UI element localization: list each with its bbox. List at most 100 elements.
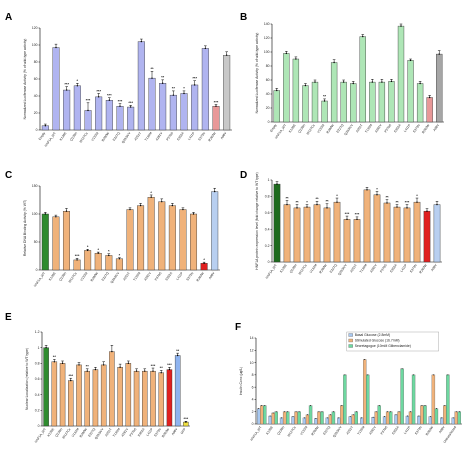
data-point bbox=[119, 366, 121, 368]
y-tick-label: 60 bbox=[34, 77, 38, 81]
y-axis-title: HNF1A protein expression level (fold cha… bbox=[255, 172, 259, 269]
data-point bbox=[326, 207, 328, 209]
x-tick-label: HNF1A_WT bbox=[265, 263, 278, 279]
significance-label: *** bbox=[405, 199, 410, 204]
bar bbox=[343, 374, 347, 425]
x-tick-label: E227Q bbox=[101, 271, 110, 282]
panel-f: F 0 2 4 6 8 10 12 14 Insulin Conc (μg/L) HNF1A_WT… bbox=[235, 322, 462, 444]
data-point bbox=[428, 96, 431, 99]
panel-e-axes: 0 0.2 0.4 0.6 0.8 1 1.2 Nuclear Localization (r… bbox=[25, 330, 190, 444]
bar bbox=[331, 411, 336, 425]
bar bbox=[180, 93, 188, 131]
y-tick-label: 100 bbox=[264, 50, 270, 54]
x-tick-label: L411P bbox=[145, 427, 153, 437]
bar bbox=[73, 259, 81, 271]
x-tick-label: W127Cx bbox=[79, 131, 90, 144]
x-tick-label: A98V bbox=[171, 427, 179, 436]
data-point bbox=[396, 206, 398, 208]
x-tick-label: Q130H bbox=[276, 425, 285, 436]
legend-entry: Stimulated Glucose (16.7mM) bbox=[355, 339, 400, 343]
x-tick-label: S373N bbox=[409, 263, 418, 274]
bar bbox=[311, 81, 319, 123]
x-tick-label: E227Q bbox=[87, 427, 96, 438]
significance-label: * bbox=[97, 247, 99, 252]
data-point bbox=[94, 368, 97, 371]
legend-entry: Secretagogue (10mM Glibenclamide) bbox=[355, 344, 411, 348]
bar bbox=[377, 405, 381, 425]
bar bbox=[142, 370, 148, 427]
data-point bbox=[269, 415, 271, 417]
data-point bbox=[390, 411, 392, 413]
data-point bbox=[176, 354, 179, 357]
bar bbox=[92, 369, 99, 427]
data-point bbox=[406, 415, 408, 417]
x-tick-label: K120E bbox=[265, 425, 274, 435]
bar bbox=[147, 196, 155, 271]
data-point bbox=[336, 201, 338, 203]
data-point bbox=[276, 183, 278, 185]
data-point bbox=[352, 414, 354, 416]
data-point bbox=[344, 374, 346, 376]
data-point bbox=[303, 417, 305, 419]
data-point bbox=[150, 196, 152, 198]
bar bbox=[446, 374, 450, 425]
x-tick-label: A281V bbox=[368, 425, 377, 436]
data-point bbox=[192, 213, 195, 215]
data-point bbox=[45, 346, 47, 349]
bar bbox=[302, 417, 307, 425]
legend-box bbox=[346, 331, 439, 352]
bar bbox=[454, 411, 458, 425]
y-tick-label: 80 bbox=[34, 60, 38, 64]
y-tick-label: 140 bbox=[264, 22, 270, 26]
x-tick-label: T139M bbox=[359, 263, 368, 274]
bar bbox=[211, 191, 219, 271]
data-point bbox=[438, 53, 440, 55]
x-tick-label: W127Cx bbox=[287, 425, 298, 438]
x-tick-label: E227Q bbox=[336, 123, 345, 134]
bar bbox=[282, 411, 287, 425]
bar bbox=[397, 411, 401, 425]
data-point bbox=[65, 89, 68, 91]
data-point bbox=[333, 61, 335, 64]
bar bbox=[363, 359, 367, 425]
data-point bbox=[376, 194, 378, 196]
x-tick-label: R263W bbox=[161, 427, 170, 438]
data-point bbox=[296, 207, 298, 209]
x-tick-label: V133M bbox=[90, 131, 99, 142]
data-point bbox=[129, 106, 132, 108]
significance-label: *** bbox=[107, 93, 112, 98]
data-point bbox=[371, 81, 374, 83]
bar bbox=[359, 36, 366, 123]
significance-label: ** bbox=[160, 365, 164, 370]
x-tick-label: A281V bbox=[155, 131, 164, 142]
bar bbox=[73, 85, 81, 131]
data-point bbox=[400, 25, 402, 27]
x-tick-label: A251T bbox=[349, 263, 358, 273]
bar bbox=[420, 405, 424, 425]
significance-label: *** bbox=[68, 373, 73, 378]
bar bbox=[260, 405, 264, 425]
x-tick-label: V133M bbox=[299, 425, 308, 436]
x-tick-label: V133M bbox=[309, 263, 318, 274]
bar bbox=[126, 209, 134, 271]
significance-label: *** bbox=[355, 212, 360, 217]
data-point bbox=[161, 82, 164, 84]
data-point bbox=[390, 80, 393, 83]
data-point bbox=[338, 417, 340, 419]
bar bbox=[84, 110, 92, 131]
data-point bbox=[161, 200, 163, 203]
y-tick-label: 0.2 bbox=[265, 244, 270, 248]
data-point bbox=[352, 82, 354, 85]
data-point bbox=[375, 411, 377, 413]
bar bbox=[371, 417, 375, 425]
bar bbox=[369, 81, 376, 123]
panel-d-axes: 0 0.2 0.4 0.6 0.8 1 HNF1A protein expression l… bbox=[255, 172, 442, 280]
significance-label: ** bbox=[86, 364, 90, 369]
panel-b-axes: 0 20 40 60 80 100 120 140 Normalized Luciferase … bbox=[255, 22, 444, 140]
legend-swatch bbox=[348, 344, 353, 348]
bar bbox=[340, 81, 347, 123]
bar bbox=[200, 263, 208, 271]
significance-label: *** bbox=[184, 416, 189, 421]
significance-label: * bbox=[108, 249, 110, 254]
y-tick-label: 0.6 bbox=[265, 211, 270, 215]
